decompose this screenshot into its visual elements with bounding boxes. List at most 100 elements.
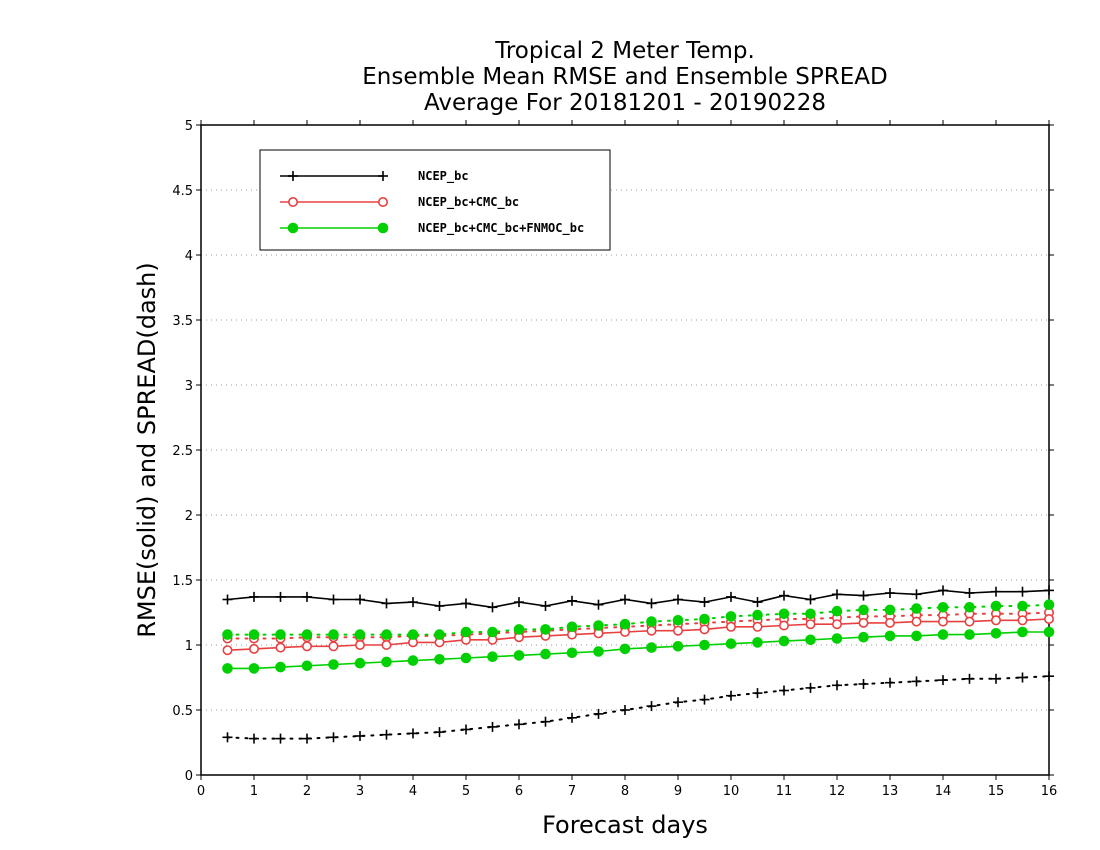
spread-point xyxy=(355,731,365,741)
rmse-point xyxy=(673,594,683,605)
spread-point xyxy=(328,732,339,743)
x-tick-label: 9 xyxy=(674,784,682,799)
rmse-point xyxy=(990,628,1002,639)
rmse-point xyxy=(884,617,895,628)
rmse-point xyxy=(567,595,577,606)
legend-marker xyxy=(288,171,298,181)
spread-point xyxy=(593,620,604,631)
spread-point xyxy=(1043,599,1055,611)
spread-point xyxy=(752,609,763,621)
x-axis-label: Forecast days xyxy=(542,811,708,839)
spread-point xyxy=(540,716,551,727)
rmse-point xyxy=(646,625,657,636)
spread-point xyxy=(434,629,445,640)
y-tick-label: 3 xyxy=(185,379,193,394)
spread-point xyxy=(593,708,604,719)
rmse-point xyxy=(1044,585,1054,596)
rmse-point xyxy=(381,639,392,650)
rmse-point xyxy=(248,663,260,674)
spread-point xyxy=(222,732,233,743)
rmse-point xyxy=(699,639,710,651)
legend-marker xyxy=(378,171,388,181)
rmse-point xyxy=(381,598,392,609)
spread-point xyxy=(911,603,922,614)
rmse-point xyxy=(407,655,419,666)
rmse-point xyxy=(301,660,313,672)
spread-point xyxy=(275,629,286,640)
rmse-point xyxy=(911,630,922,642)
rmse-point xyxy=(964,616,975,627)
rmse-point xyxy=(831,619,842,630)
chart-title: Tropical 2 Meter Temp. Ensemble Mean RMS… xyxy=(362,38,887,116)
spread-point xyxy=(1017,600,1028,612)
spread-point xyxy=(884,604,896,616)
rmse-point xyxy=(884,630,896,642)
spread-point xyxy=(964,673,975,684)
rmse-point xyxy=(991,586,1001,597)
rmse-point xyxy=(275,642,286,653)
spread-point xyxy=(964,602,975,613)
y-tick-label: 3.5 xyxy=(172,314,193,329)
rmse-point xyxy=(328,594,339,605)
y-tick-label: 4.5 xyxy=(172,184,193,199)
spread-point xyxy=(619,618,631,630)
spread-point xyxy=(699,613,710,625)
spread-line xyxy=(226,603,1050,636)
rmse-point xyxy=(752,597,763,608)
spread-point xyxy=(725,611,737,622)
rmse-point xyxy=(434,601,445,611)
legend: NCEP_bc NCEP_bc+CMC_bc NCEP_bc+CMC_bc+FNMO… xyxy=(259,149,611,251)
x-tick-label: 14 xyxy=(935,784,952,799)
x-tick-label: 4 xyxy=(409,784,417,799)
y-tick-label: 0.5 xyxy=(172,704,193,719)
rmse-point xyxy=(911,616,922,627)
spread-point xyxy=(328,629,339,640)
spread-point xyxy=(487,721,498,732)
rmse-point xyxy=(1043,626,1055,638)
rmse-point xyxy=(779,590,789,601)
rmse-point xyxy=(938,585,948,596)
rmse-point xyxy=(990,615,1001,626)
x-tick-label: 0 xyxy=(197,784,205,799)
x-tick-label: 8 xyxy=(621,784,629,799)
spread-point xyxy=(301,629,313,640)
spread-point xyxy=(434,727,445,738)
rmse-point xyxy=(513,650,525,661)
spread-point xyxy=(646,701,657,712)
rmse-point xyxy=(699,624,710,635)
rmse-point xyxy=(514,597,524,608)
rmse-point xyxy=(275,661,286,673)
y-tick-label: 0 xyxy=(185,769,193,784)
legend-marker xyxy=(377,222,389,234)
legend-box xyxy=(259,149,611,251)
rmse-point xyxy=(858,590,869,601)
x-tick-label: 3 xyxy=(356,784,364,799)
rmse-point xyxy=(752,637,763,648)
spread-point xyxy=(461,724,471,735)
x-tick-label: 7 xyxy=(568,784,576,799)
series-2 xyxy=(222,599,1055,674)
rmse-point xyxy=(275,591,286,602)
rmse-point xyxy=(646,642,657,653)
rmse-point xyxy=(699,597,710,608)
title-line-1: Tropical 2 Meter Temp. xyxy=(494,38,755,64)
rmse-point xyxy=(778,620,789,631)
y-tick-label: 1 xyxy=(185,639,193,654)
spread-point xyxy=(672,615,684,626)
spread-point xyxy=(487,626,498,638)
legend-label: NCEP_bc xyxy=(418,169,469,184)
rmse-point xyxy=(222,594,233,605)
spread-point xyxy=(726,690,736,701)
spread-point xyxy=(275,733,286,744)
rmse-point xyxy=(620,594,630,605)
spread-point xyxy=(779,685,789,696)
spread-point xyxy=(566,621,578,633)
spread-point xyxy=(778,608,790,620)
rmse-point xyxy=(381,656,392,668)
spread-point xyxy=(831,605,843,617)
rmse-point xyxy=(937,616,948,627)
rmse-point xyxy=(222,645,233,656)
spread-point xyxy=(911,676,922,687)
y-tick-label: 4 xyxy=(185,249,193,264)
